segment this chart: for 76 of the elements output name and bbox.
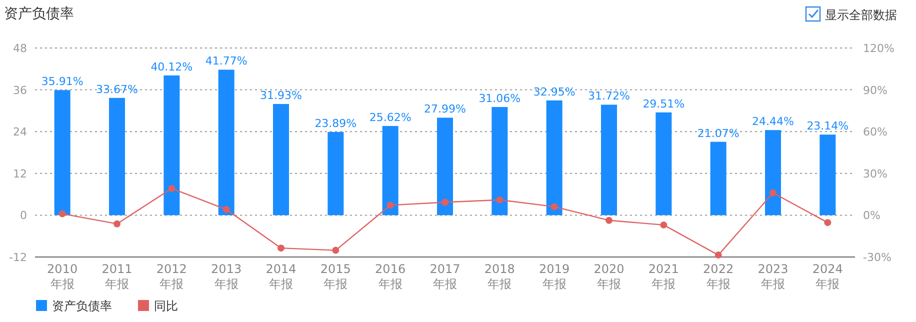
point: [824, 219, 832, 226]
data-label: 31.93%: [260, 88, 302, 102]
x-tick-label: 2013 年报: [211, 262, 242, 291]
x-tick-label: 2012 年报: [156, 262, 187, 291]
data-label: 24.44%: [752, 115, 794, 128]
point: [278, 244, 284, 252]
x-tick-label: 2015 年报: [320, 262, 351, 291]
bar: [656, 112, 672, 216]
x-tick-label: 2018 年报: [484, 262, 515, 291]
y2-tick-label: 90%: [863, 84, 888, 97]
point: [114, 220, 120, 228]
x-tick-label: 2024 年报: [812, 262, 843, 291]
y-tick-label: 24: [13, 126, 27, 139]
y-tick-label: -12: [9, 251, 27, 264]
data-label: 23.14%: [806, 120, 849, 133]
point: [222, 206, 230, 213]
bar: [382, 126, 398, 216]
point: [606, 216, 612, 224]
data-label: 31.06%: [478, 92, 521, 106]
data-label: 41.77%: [205, 54, 248, 68]
bar: [437, 118, 453, 216]
bar: [273, 104, 289, 216]
point: [660, 221, 668, 228]
x-tick-label: 2022 年报: [703, 262, 734, 291]
bar: [218, 70, 234, 216]
data-label: 21.07%: [697, 126, 740, 140]
point: [386, 202, 394, 209]
x-tick-label: 2010 年报: [47, 262, 78, 291]
x-tick-label: 2016 年报: [375, 262, 406, 291]
x-tick-label: 2020 年报: [594, 262, 624, 291]
x-tick-label: 2019 年报: [539, 262, 570, 291]
bar: [328, 132, 344, 216]
bar: [54, 90, 70, 216]
bar: [601, 104, 617, 216]
point: [770, 189, 776, 196]
x-tick-label: 2021 年报: [648, 262, 679, 291]
bar: [546, 100, 562, 216]
bar: [710, 142, 726, 216]
point: [58, 210, 66, 218]
text: 显示全部数据: [825, 8, 897, 22]
data-label: 31.72%: [588, 90, 630, 103]
bar: [765, 130, 781, 216]
data-label: 27.99%: [424, 102, 466, 116]
bar: [492, 107, 508, 216]
legend-label: 资产负债率: [52, 299, 112, 313]
y2-tick-label: -30%: [863, 251, 892, 264]
data-label: 25.62%: [369, 110, 412, 124]
point: [714, 252, 722, 259]
bar: [109, 98, 125, 216]
data-label: 33.67%: [96, 82, 138, 96]
data-label: 29.51%: [642, 97, 685, 110]
point: [442, 198, 448, 206]
y2-tick-label: 60%: [863, 126, 888, 139]
y-tick-label: 12: [13, 167, 27, 180]
chart-title: 资产负债率: [4, 6, 74, 22]
data-label: 35.91%: [41, 75, 84, 88]
y-tick-label: 0: [20, 209, 27, 222]
y2-tick-label: 30%: [863, 167, 888, 180]
y2-tick-label: 0%: [863, 209, 880, 222]
data-label: 32.95%: [533, 85, 576, 98]
point: [168, 184, 176, 192]
x-tick-label: 2011 年报: [102, 262, 132, 291]
bar: [164, 75, 180, 216]
bar: [820, 134, 836, 216]
x-tick-label: 2017 年报: [430, 262, 460, 291]
data-label: 23.89%: [314, 116, 357, 130]
data-label: 40.12%: [150, 60, 193, 74]
point: [332, 246, 340, 254]
x-tick-label: 2014 年报: [266, 262, 296, 291]
y-tick-label: 48: [13, 42, 27, 55]
y-tick-label: 36: [13, 84, 27, 97]
point: [496, 196, 504, 204]
point: [550, 203, 558, 210]
legend-label: 同比: [154, 299, 178, 313]
y2-tick-label: 120%: [863, 42, 894, 55]
x-tick-label: 2023 年报: [758, 262, 788, 291]
